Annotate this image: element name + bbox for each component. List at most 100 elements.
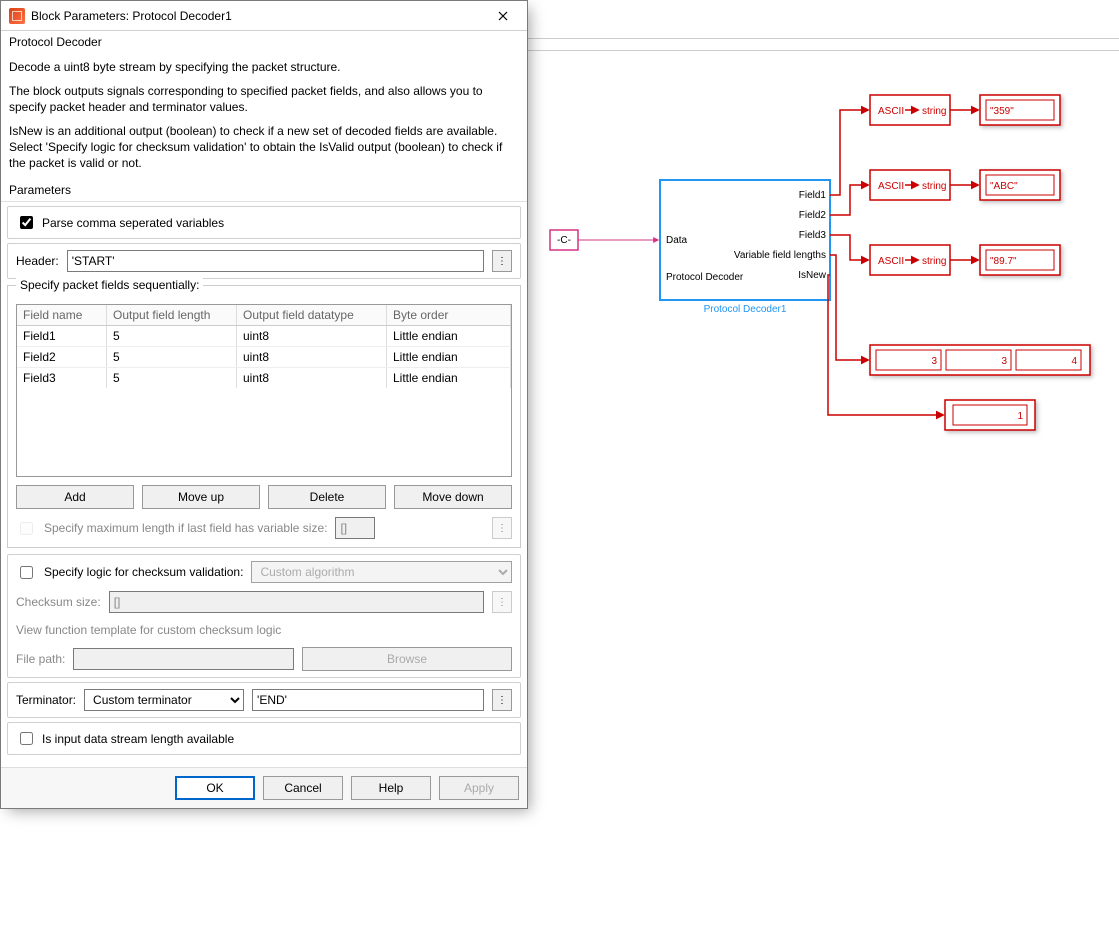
maxlen-input <box>335 517 375 539</box>
parse-csv-checkbox[interactable] <box>20 216 33 229</box>
th-fieldname: Field name <box>17 305 107 325</box>
table-cell[interactable]: Little endian <box>387 326 511 346</box>
th-byteorder: Byte order <box>387 305 511 325</box>
block-display[interactable]: "89.7" <box>980 245 1060 275</box>
port-isnew: IsNew <box>798 270 827 281</box>
parameters-heading: Parameters <box>1 179 527 199</box>
signal-line <box>830 255 868 360</box>
header-label: Header: <box>16 254 59 268</box>
table-cell[interactable]: uint8 <box>237 368 387 388</box>
block-ascii-to-string[interactable]: ASCII string "359" <box>870 95 1060 125</box>
block-protocol-decoder[interactable]: Data Field1 Field2 Field3 Variable field… <box>660 180 830 315</box>
block-display[interactable]: "359" <box>980 95 1060 125</box>
terminator-input[interactable] <box>252 689 484 711</box>
table-cell[interactable]: uint8 <box>237 326 387 346</box>
table-cell[interactable]: uint8 <box>237 347 387 367</box>
checksum-label: Specify logic for checksum validation: <box>44 565 243 579</box>
help-button[interactable]: Help <box>351 776 431 800</box>
checksum-checkbox[interactable] <box>20 566 33 579</box>
checksum-size-label: Checksum size: <box>16 595 101 609</box>
block-name-label: Protocol Decoder <box>1 31 527 51</box>
val: 3 <box>1001 356 1007 367</box>
table-cell[interactable]: Field2 <box>17 347 107 367</box>
filepath-label: File path: <box>16 652 65 666</box>
table-row[interactable]: Field35uint8Little endian <box>17 368 511 388</box>
app-icon <box>9 8 25 24</box>
table-empty-area[interactable] <box>17 388 511 476</box>
input-length-row[interactable]: Is input data stream length available <box>7 722 521 755</box>
terminator-label: Terminator: <box>16 693 76 707</box>
maxlen-checkbox <box>20 522 33 535</box>
apply-button: Apply <box>439 776 519 800</box>
table-cell[interactable]: Field1 <box>17 326 107 346</box>
table-cell[interactable]: Little endian <box>387 368 511 388</box>
maxlen-more-button: ⋮ <box>492 517 512 539</box>
th-datatype: Output field datatype <box>237 305 387 325</box>
terminator-select[interactable]: Custom terminator <box>84 689 244 711</box>
port-field2: Field2 <box>799 210 827 221</box>
val: 3 <box>931 356 937 367</box>
input-length-checkbox[interactable] <box>20 732 33 745</box>
checksum-size-input <box>109 591 484 613</box>
table-cell[interactable]: 5 <box>107 368 237 388</box>
svg-text:"359": "359" <box>990 106 1014 117</box>
header-input[interactable] <box>67 250 484 272</box>
browse-button: Browse <box>302 647 512 671</box>
port-varlen: Variable field lengths <box>734 250 826 261</box>
delete-button[interactable]: Delete <box>268 485 386 509</box>
move-up-button[interactable]: Move up <box>142 485 260 509</box>
val: 1 <box>1017 411 1023 422</box>
table-cell[interactable]: 5 <box>107 347 237 367</box>
fields-table[interactable]: Field name Output field length Output fi… <box>16 304 512 477</box>
dialog-footer: OK Cancel Help Apply <box>1 767 527 808</box>
block-ascii-to-string[interactable]: ASCII string "ABC" <box>870 170 1060 200</box>
checksum-panel: Specify logic for checksum validation: C… <box>7 554 521 678</box>
table-cell[interactable]: Little endian <box>387 347 511 367</box>
svg-text:string: string <box>922 106 946 117</box>
table-cell[interactable]: Field3 <box>17 368 107 388</box>
block-name: Protocol Decoder1 <box>704 304 787 315</box>
svg-text:string: string <box>922 256 946 267</box>
maxlen-label: Specify maximum length if last field has… <box>44 521 327 535</box>
terminator-more-button[interactable]: ⋮ <box>492 689 512 711</box>
simulink-diagram: -C- Data Field1 Field2 Field3 Variable f… <box>540 60 1110 480</box>
input-length-label: Is input data stream length available <box>42 732 234 746</box>
cancel-button[interactable]: Cancel <box>263 776 343 800</box>
block-parameters-dialog: Block Parameters: Protocol Decoder1 Prot… <box>0 0 528 809</box>
constant-label: -C- <box>557 235 571 246</box>
port-field3: Field3 <box>799 230 827 241</box>
th-length: Output field length <box>107 305 237 325</box>
block-display[interactable]: "ABC" <box>980 170 1060 200</box>
fields-legend: Specify packet fields sequentially: <box>16 278 203 292</box>
svg-text:string: string <box>922 181 946 192</box>
move-down-button[interactable]: Move down <box>394 485 512 509</box>
ok-button[interactable]: OK <box>175 776 255 800</box>
svg-text:ASCII: ASCII <box>878 106 904 117</box>
titlebar[interactable]: Block Parameters: Protocol Decoder1 <box>1 1 527 31</box>
block-display-varlen[interactable]: 3 3 4 <box>870 345 1090 375</box>
table-row[interactable]: Field15uint8Little endian <box>17 326 511 347</box>
table-row[interactable]: Field25uint8Little endian <box>17 347 511 368</box>
svg-text:ASCII: ASCII <box>878 256 904 267</box>
header-row: Header: ⋮ <box>7 243 521 279</box>
fields-fieldset: Specify packet fields sequentially: Fiel… <box>7 285 521 548</box>
block-ascii-to-string[interactable]: ASCII string "89.7" <box>870 245 1060 275</box>
header-more-button[interactable]: ⋮ <box>492 250 512 272</box>
svg-text:"ABC": "ABC" <box>990 181 1018 192</box>
signal-line <box>830 110 868 195</box>
svg-text:ASCII: ASCII <box>878 181 904 192</box>
description: Decode a uint8 byte stream by specifying… <box>1 59 527 171</box>
parse-csv-row[interactable]: Parse comma seperated variables <box>7 206 521 239</box>
add-button[interactable]: Add <box>16 485 134 509</box>
block-display-isnew[interactable]: 1 <box>945 400 1035 430</box>
table-header-row: Field name Output field length Output fi… <box>17 305 511 326</box>
block-footer: Protocol Decoder <box>666 272 744 283</box>
close-button[interactable] <box>483 2 523 30</box>
svg-text:"89.7": "89.7" <box>990 256 1017 267</box>
port-data: Data <box>666 235 688 246</box>
parse-csv-label: Parse comma seperated variables <box>42 216 224 230</box>
table-cell[interactable]: 5 <box>107 326 237 346</box>
block-constant[interactable]: -C- <box>550 230 578 250</box>
checksum-size-more: ⋮ <box>492 591 512 613</box>
view-template-link: View function template for custom checks… <box>16 623 281 637</box>
